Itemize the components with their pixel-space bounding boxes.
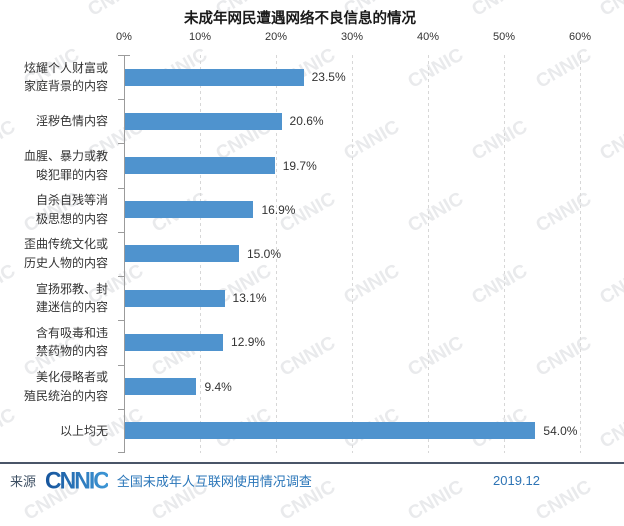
bar-row: 54.0%	[125, 409, 581, 453]
bar-row: 16.9%	[125, 188, 581, 232]
bar-value-label: 23.5%	[311, 70, 346, 85]
footer: 来源 CNNIC 全国未成年人互联网使用情况调查 2019.12	[0, 462, 624, 496]
x-axis-tick-label: 30%	[340, 31, 364, 43]
category-axis-tick	[118, 99, 125, 101]
category-label: 含有吸毒和违 禁药物的内容	[35, 325, 108, 359]
bar-row: 13.1%	[125, 276, 581, 320]
bar	[125, 333, 224, 351]
category-axis-tick	[118, 55, 125, 56]
gridline	[276, 55, 277, 453]
gridline	[580, 55, 581, 453]
category-axis-tick	[118, 408, 125, 410]
category-axis-tick	[118, 231, 125, 233]
bar	[125, 378, 197, 396]
category-label: 以上均无	[59, 423, 108, 438]
bar-rows: 23.5% 20.6% 19.7% 16.9% 15.0% 13.1% 12.9% 9.4% 5…	[125, 55, 581, 453]
category-axis-tick	[118, 364, 125, 366]
axis-corner-tick	[125, 55, 130, 56]
x-axis-tick-label: 20%	[264, 31, 288, 43]
watermark-text: CNNIC	[596, 116, 624, 165]
chart-title: 未成年网民遭遇网络不良信息的情况	[184, 11, 416, 27]
bar-row: 19.7%	[125, 143, 581, 187]
bar-row: 15.0%	[125, 232, 581, 276]
bar-value-label: 16.9%	[261, 202, 296, 217]
category-label: 歪曲传统文化或 历史人物的内容	[23, 237, 108, 270]
bar-value-label: 13.1%	[232, 291, 267, 306]
bar	[125, 422, 536, 440]
cnnic-logo: CNNIC	[45, 465, 110, 494]
x-axis-tick-label: 0%	[116, 31, 132, 43]
bar	[125, 289, 225, 307]
watermark-text: CNNIC	[597, 0, 624, 22]
bar-row: 9.4%	[125, 365, 581, 409]
report-date: 2019.12	[493, 472, 540, 488]
bar-value-label: 12.9%	[231, 335, 266, 350]
category-label: 自杀自残等消 极思想的内容	[35, 193, 108, 226]
x-axis-tick-label: 10%	[188, 31, 212, 43]
category-axis-tick	[118, 452, 125, 453]
category-label: 宣扬邪教、封 建迷信的内容	[35, 281, 108, 315]
category-axis-labels: 炫耀个人财富或 家庭背景的内容淫秽色情内容血腥、暴力或教 唆犯罪的内容自杀自残等…	[0, 55, 115, 453]
category-label: 血腥、暴力或教 唆犯罪的内容	[23, 148, 108, 182]
category-axis-tick	[118, 143, 125, 145]
bar	[125, 112, 282, 130]
gridline	[428, 55, 429, 453]
category-label: 淫秽色情内容	[35, 114, 108, 129]
category-axis-tick	[118, 276, 125, 278]
category-axis-tick	[118, 320, 125, 322]
source-label: 来源	[10, 473, 37, 489]
bar-value-label: 20.6%	[289, 114, 324, 129]
category-label: 美化侵略者或 殖民统治的内容	[23, 370, 108, 403]
bar-row: 23.5%	[125, 55, 581, 99]
bar-row: 20.6%	[125, 99, 581, 143]
gridline	[504, 55, 505, 453]
bar-value-label: 19.7%	[282, 158, 317, 173]
bar	[125, 245, 239, 263]
bar-value-label: 15.0%	[247, 246, 282, 261]
bar-value-label: 9.4%	[204, 379, 232, 394]
plot-area: 23.5% 20.6% 19.7% 16.9% 15.0% 13.1% 12.9% 9.4% 5…	[118, 55, 581, 453]
gridline	[352, 55, 353, 453]
bar	[125, 68, 304, 86]
x-axis-tick-label: 50%	[492, 31, 516, 43]
survey-name-label: 全国未成年人互联网使用情况调查	[116, 473, 312, 489]
x-axis-tick-label: 60%	[568, 31, 592, 43]
bar-row: 12.9%	[125, 320, 581, 364]
bar	[125, 157, 275, 175]
watermark-text: CNNIC	[596, 404, 624, 453]
watermark-text: CNNIC	[596, 260, 624, 309]
bar-value-label: 54.0%	[543, 423, 578, 438]
bar	[125, 201, 254, 219]
x-axis-tick-label: 40%	[416, 31, 440, 43]
category-axis-tick	[118, 187, 125, 189]
category-label: 炫耀个人财富或 家庭背景的内容	[23, 60, 108, 94]
